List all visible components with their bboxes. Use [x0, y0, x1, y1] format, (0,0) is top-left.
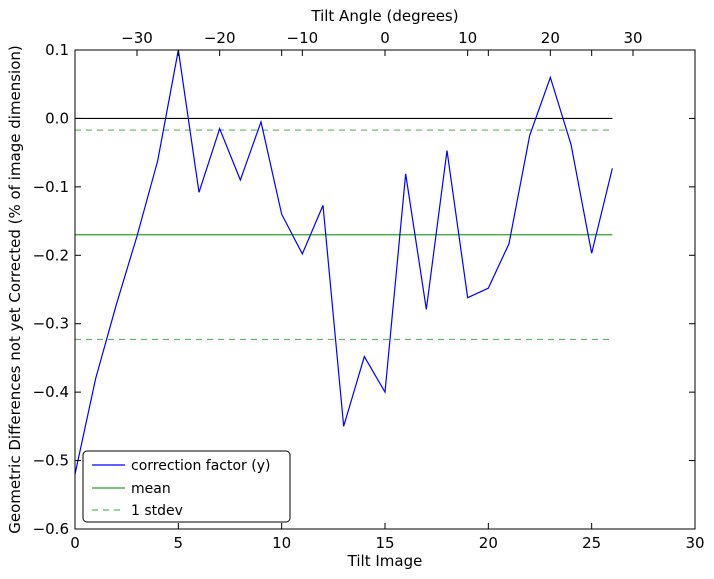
y-tick-label: 0.0	[45, 109, 69, 127]
legend-entry-mean: mean	[131, 481, 171, 497]
y-tick-label: −0.4	[33, 383, 69, 401]
legend-entry-stdev: 1 stdev	[131, 503, 183, 519]
y-tick-label: −0.2	[33, 246, 69, 264]
y-axis-label: Geometric Differences not yet Corrected …	[6, 45, 24, 534]
x2-tick-label: 20	[541, 29, 560, 47]
x2-tick-label: −10	[287, 29, 319, 47]
x-tick-label: 0	[70, 534, 80, 552]
x2-tick-label: 30	[623, 29, 642, 47]
top-x-axis-label: Tilt Angle (degrees)	[310, 7, 458, 25]
y-tick-label: −0.3	[33, 315, 69, 333]
y-tick-label: 0.1	[45, 41, 69, 59]
x-tick-label: 15	[375, 534, 394, 552]
plot-layer	[74, 49, 613, 475]
correction-factor-line	[74, 49, 613, 475]
legend-box	[82, 450, 291, 523]
x2-tick-label: 10	[458, 29, 477, 47]
y-tick-label: −0.1	[33, 178, 69, 196]
x2-tick-label: −30	[121, 29, 153, 47]
x2-tick-label: −20	[204, 29, 236, 47]
x-tick-label: 10	[272, 534, 291, 552]
x2-tick-label: 0	[380, 29, 390, 47]
y-tick-label: −0.5	[33, 452, 69, 470]
axes-layer: 0 5 10 15 20 25 30 −30 −20 −10 0 10 20 30 −0.6 −0.5 −0.4…	[33, 29, 705, 552]
legend-entry-correction: correction factor (y)	[131, 458, 270, 474]
legend: correction factor (y) mean 1 stdev	[82, 450, 291, 523]
x-tick-label: 25	[582, 534, 601, 552]
y-tick-label: −0.6	[33, 520, 69, 538]
x-tick-label: 20	[479, 534, 498, 552]
x-axis-label: Tilt Image	[347, 552, 423, 570]
x-tick-label: 30	[685, 534, 704, 552]
x-tick-label: 5	[174, 534, 184, 552]
